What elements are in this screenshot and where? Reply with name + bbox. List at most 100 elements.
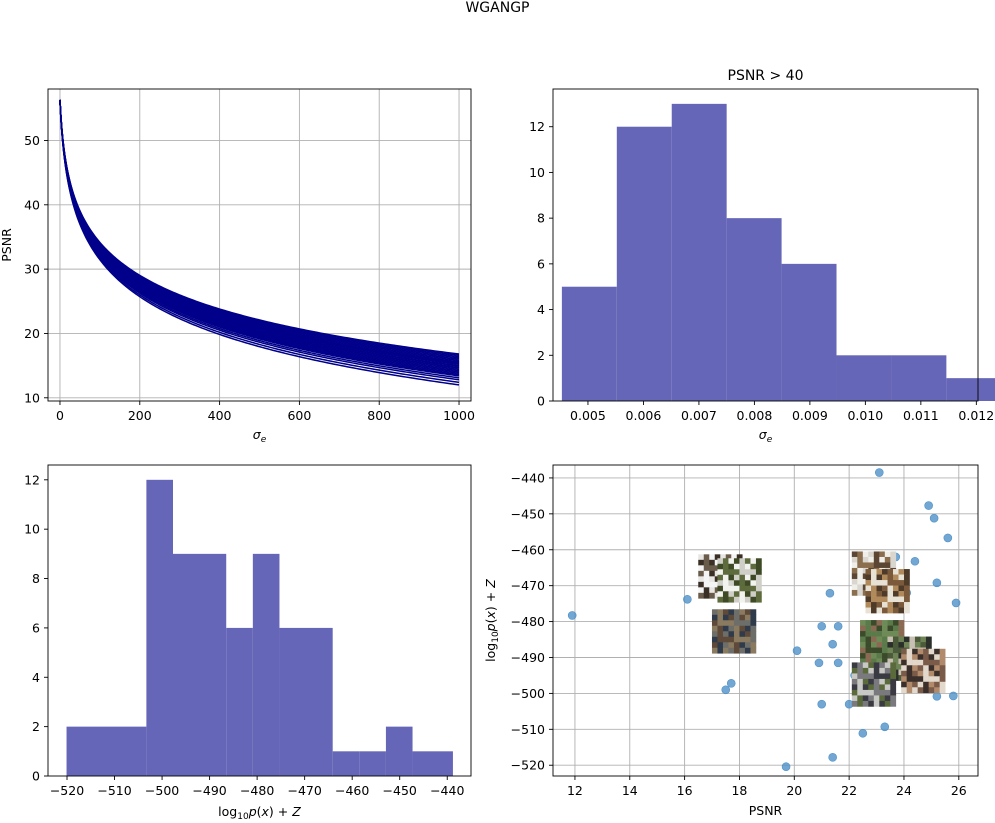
thumbnail-cell <box>717 614 724 621</box>
thumbnail-cell <box>868 689 875 696</box>
thumbnail-cell <box>901 648 907 655</box>
thumbnail-cell <box>871 653 877 659</box>
image-thumbnail <box>851 662 897 707</box>
thumbnail-cell <box>923 670 929 677</box>
histogram-bar <box>616 126 672 401</box>
histogram-bar <box>946 378 995 401</box>
thumbnail-cell <box>868 678 875 685</box>
thumbnail-cell <box>934 676 940 683</box>
thumbnail-cell <box>879 562 886 569</box>
thumbnail-cell <box>722 558 729 565</box>
thumbnail-cell <box>717 620 724 627</box>
thumbnail-cell <box>733 631 740 638</box>
thumbnail-cell <box>851 695 858 702</box>
thumbnail-cell <box>871 607 877 614</box>
histogram-bar <box>226 627 253 776</box>
thumbnail-cell <box>733 574 740 581</box>
thumbnail-cell <box>750 609 757 616</box>
thumbnail-cell <box>722 647 729 654</box>
thumbnail-cell <box>851 573 858 580</box>
thumbnail-cell <box>882 625 888 632</box>
scatter-point <box>833 621 843 631</box>
thumbnail-cell <box>871 602 877 608</box>
thumbnail-cell <box>903 636 910 643</box>
thumbnail-cell <box>744 558 751 565</box>
thumbnail-cell <box>733 620 740 627</box>
scatter-point <box>721 685 731 695</box>
thumbnail-cell <box>876 620 883 626</box>
thumbnail-cell <box>865 631 872 637</box>
thumbnail-cell <box>906 654 913 661</box>
thumbnail-cell <box>857 556 864 563</box>
thumbnail-cell <box>906 648 913 655</box>
y-tick-label: −480 <box>511 614 545 629</box>
thumbnail-cell <box>857 589 864 596</box>
histogram-bar <box>146 479 173 776</box>
thumbnail-cell <box>862 689 869 696</box>
image-thumbnail <box>711 609 757 654</box>
thumbnail-cell <box>865 580 872 586</box>
x-axis-label: σe <box>759 427 773 445</box>
thumbnail-cell <box>912 665 918 672</box>
thumbnail-cell <box>898 620 905 626</box>
thumbnail-cell <box>744 580 751 587</box>
y-tick-label: 10 <box>24 390 40 405</box>
y-axis-label: log10p(x) + Z <box>483 579 501 662</box>
thumbnail-cell <box>906 665 913 672</box>
y-tick-label: −510 <box>511 722 545 737</box>
thumbnail-cell <box>709 559 716 566</box>
thumbnail-cell <box>890 562 897 569</box>
thumbnail-cell <box>865 653 872 659</box>
scatter-point <box>949 691 958 701</box>
thumbnail-cell <box>703 565 710 572</box>
x-tick-label: 14 <box>622 783 638 798</box>
thumbnail-cell <box>876 591 883 597</box>
thumbnail-cell <box>717 580 724 587</box>
psnr-over-40-histogram: 0.005 0.006 0.007 0.008 0.009 0.010 0.011 0.012… <box>529 68 995 445</box>
thumbnail-cell <box>722 574 729 581</box>
thumbnail-cell <box>923 648 929 655</box>
thumbnail-cell <box>876 647 883 654</box>
thumbnail-cell <box>709 576 716 583</box>
scatter-point <box>858 728 868 738</box>
thumbnail-cell <box>851 562 858 569</box>
thumbnail-cell <box>890 556 897 563</box>
thumbnail-cell <box>733 609 740 616</box>
x-tick-label: 26 <box>951 783 967 798</box>
thumbnail-cell <box>882 607 888 614</box>
thumbnail-cell <box>898 580 905 586</box>
thumbnail-cell <box>698 581 705 588</box>
y-tick-label: 40 <box>24 197 40 212</box>
thumbnail-cell <box>711 614 718 621</box>
thumbnail-cell <box>851 578 858 585</box>
thumbnail-cell <box>887 574 894 581</box>
thumbnail-cell <box>711 620 718 627</box>
y-tick-label: 10 <box>24 522 40 537</box>
thumbnail-cell <box>873 678 880 685</box>
thumbnail-cell <box>857 684 864 691</box>
thumbnail-cell <box>917 665 924 672</box>
thumbnail-cell <box>703 559 710 566</box>
thumbnail-cell <box>890 662 897 669</box>
thumbnail-cell <box>728 647 735 654</box>
thumbnail-cell <box>728 614 735 621</box>
thumbnail-cell <box>876 625 883 632</box>
thumbnail-cell <box>903 642 910 648</box>
thumbnail-cell <box>893 607 899 614</box>
thumbnail-cell <box>912 670 918 677</box>
thumbnail-cell <box>851 589 858 596</box>
thumbnail-cell <box>890 673 897 680</box>
thumbnail-cell <box>733 585 740 592</box>
thumbnail-cell <box>873 700 880 707</box>
thumbnail-cell <box>744 647 751 654</box>
thumbnail-cell <box>703 581 710 588</box>
thumbnail-cell <box>709 581 716 588</box>
psnr-vs-logp-scatter: 12 14 16 18 20 22 24 26 −520 −510 −500 −490 −480 −470… <box>483 464 979 818</box>
thumbnail-cell <box>882 591 888 597</box>
psnr-curve <box>59 99 460 358</box>
thumbnail-cell <box>887 636 894 643</box>
thumbnail-cell <box>736 554 743 561</box>
histogram-bar <box>561 286 617 401</box>
y-tick-label: −470 <box>511 578 545 593</box>
thumbnail-cell <box>879 673 886 680</box>
